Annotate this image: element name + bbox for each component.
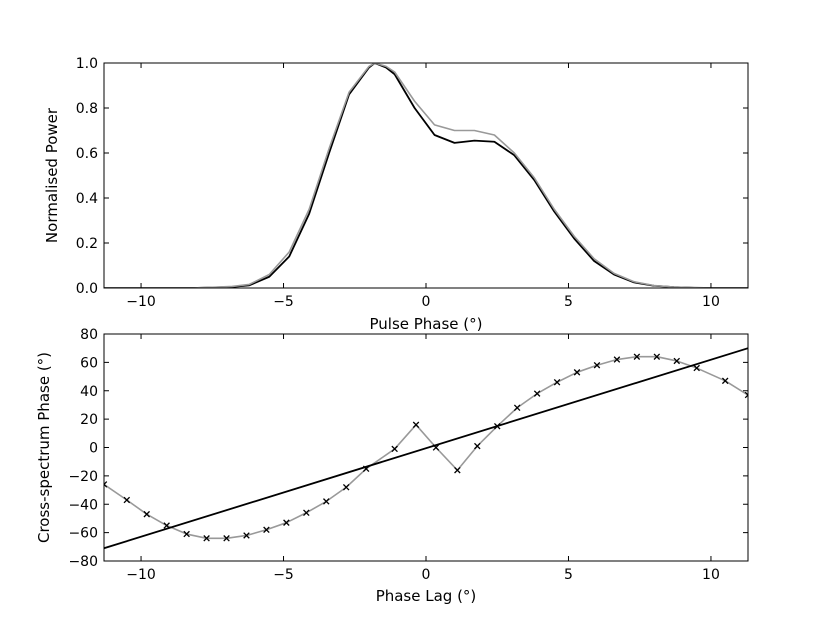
bottom-panel-cross-spectrum: −10 −5 0 5 10 −80 −60 −40 −20 0 20 40 60 80 Phase La… — [35, 327, 749, 605]
bottom-panel-x-axis-label: Phase Lag (°) — [376, 587, 477, 605]
bottom-panel-series-0-point — [513, 404, 521, 412]
top-panel-x-tick-label: −10 — [126, 294, 156, 310]
bottom-panel-series-0-point — [283, 519, 290, 526]
top-panel-x-tick-label: 5 — [564, 294, 573, 310]
bottom-panel-series-0-point — [673, 357, 681, 365]
bottom-panel-x-ticks: −10 −5 0 5 10 — [126, 334, 720, 583]
bottom-panel-series-0-point — [553, 378, 561, 386]
top-panel-x-tick-label: −5 — [273, 294, 294, 310]
bottom-panel-y-tick-label: 0 — [89, 441, 98, 457]
top-panel-y-tick-label: 0.2 — [76, 236, 98, 252]
bottom-panel-series-0-point — [303, 509, 310, 517]
bottom-panel-series-0-point — [573, 369, 581, 376]
bottom-panel-series-0-point — [744, 391, 748, 399]
bottom-panel-series-0-point — [223, 535, 230, 542]
bottom-panel-y-tick-label: 80 — [80, 327, 98, 343]
top-panel-power-profile: −10 −5 0 5 10 0.0 0.2 0.4 0.6 0.8 1.0 Pulse Phase… — [43, 56, 749, 333]
bottom-panel-series-0-point — [533, 390, 541, 397]
bottom-panel-y-ticks: −80 −60 −40 −20 0 20 40 60 80 — [68, 327, 748, 570]
bottom-panel-series-0-point — [203, 535, 210, 542]
top-panel-y-axis-label: Normalised Power — [43, 107, 61, 243]
top-panel-series-1-line — [104, 63, 748, 288]
top-panel-series — [104, 63, 748, 288]
bottom-panel-y-tick-label: −60 — [68, 526, 98, 542]
bottom-panel-y-tick-label: −20 — [68, 469, 98, 485]
bottom-panel-series-0-point — [263, 526, 270, 534]
bottom-panel-series-0-point — [412, 421, 420, 429]
top-panel-x-tick-label: 0 — [422, 294, 431, 310]
top-panel-x-axis-label: Pulse Phase (°) — [369, 315, 482, 333]
bottom-panel-y-tick-label: 60 — [80, 355, 98, 371]
bottom-panel-x-tick-label: 5 — [564, 567, 573, 583]
top-panel-y-tick-label: 0.0 — [76, 281, 98, 297]
top-panel-y-tick-label: 1.0 — [76, 56, 98, 72]
bottom-panel-x-tick-label: 0 — [422, 567, 431, 583]
bottom-panel-series-0-point — [391, 445, 398, 453]
bottom-panel-series-0-point — [474, 442, 481, 450]
top-panel-y-tick-label: 0.4 — [76, 191, 98, 207]
top-panel-y-ticks: 0.0 0.2 0.4 0.6 0.8 1.0 — [76, 56, 748, 297]
bottom-panel-y-tick-label: −40 — [68, 497, 98, 513]
top-panel-x-tick-label: 10 — [702, 294, 720, 310]
bottom-panel-series-0-point — [593, 361, 601, 369]
bottom-panel-series-0-point — [633, 353, 641, 360]
bottom-panel-y-axis-label: Cross-spectrum Phase (°) — [35, 352, 53, 543]
bottom-panel-series-0-point — [104, 481, 108, 488]
bottom-panel-y-tick-label: −80 — [68, 554, 98, 570]
bottom-panel-y-tick-label: 40 — [80, 384, 98, 400]
bottom-panel-x-tick-label: 10 — [702, 567, 720, 583]
bottom-panel-series-0-point — [243, 532, 250, 539]
bottom-panel-series-0-point — [653, 353, 661, 360]
bottom-panel-series — [104, 347, 748, 550]
top-panel-x-ticks: −10 −5 0 5 10 — [126, 63, 720, 310]
bottom-panel-x-tick-label: −5 — [273, 567, 294, 583]
bottom-panel-series-0-point — [183, 530, 190, 538]
top-panel-y-tick-label: 0.8 — [76, 101, 98, 117]
bottom-panel-series-0-point — [693, 364, 700, 372]
bottom-panel-series-0-point — [454, 466, 461, 474]
bottom-panel-x-tick-label: −10 — [126, 567, 156, 583]
bottom-panel-series-0-point — [721, 377, 729, 385]
bottom-panel-series-0-point — [143, 510, 151, 518]
bottom-panel-series-0-point — [123, 496, 131, 504]
bottom-panel-series-0-line — [104, 355, 748, 540]
top-panel-y-tick-label: 0.6 — [76, 146, 98, 162]
bottom-panel-series-0-point — [342, 483, 350, 491]
bottom-panel-y-tick-label: 20 — [80, 412, 98, 428]
bottom-panel-series-0-point — [613, 356, 621, 363]
bottom-panel-series-0-point — [323, 498, 330, 505]
bottom-panel-series-1-line — [104, 347, 748, 550]
